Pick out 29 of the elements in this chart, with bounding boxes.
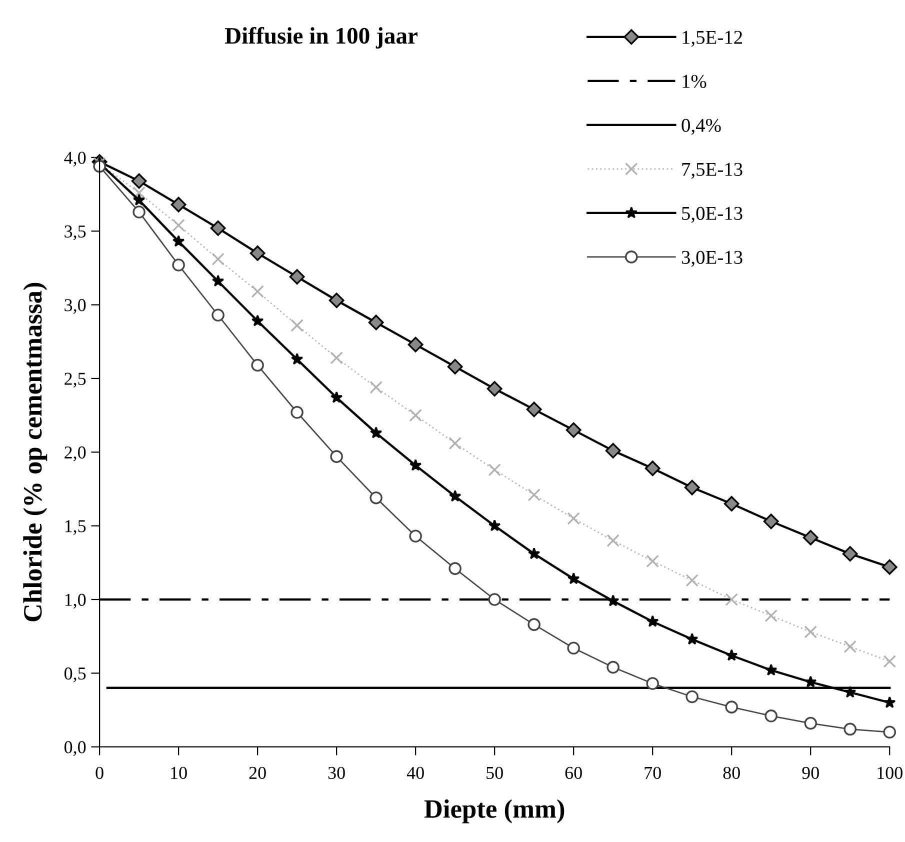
- y-tick-label: 4,0: [64, 152, 86, 166]
- x-tick-label: 70: [644, 766, 661, 780]
- x-tick-label: 80: [723, 766, 740, 780]
- x-tick-label: 40: [406, 766, 424, 780]
- y-tick-label: 2,5: [64, 372, 86, 388]
- y-tick-label: 2,0: [64, 446, 86, 462]
- y-tick-label: 3,0: [64, 299, 86, 314]
- x-tick-label: 90: [802, 766, 819, 780]
- legend-label: 3,0E-13: [682, 250, 742, 267]
- x-tick-label: 100: [878, 766, 902, 780]
- x-tick-label: 0: [96, 766, 104, 780]
- y-tick-label: 0,5: [64, 667, 86, 682]
- y-tick-label: 3,5: [64, 225, 86, 240]
- x-axis-title: Diepte (mm): [424, 799, 564, 824]
- x-tick-label: 50: [486, 766, 503, 780]
- y-axis-title: Chloride (% op cementmassa): [23, 282, 48, 622]
- legend-label: 1,5E-12: [682, 30, 742, 47]
- y-tick-label: 1,0: [65, 594, 86, 609]
- x-tick-label: 20: [249, 766, 266, 780]
- y-tick-label: 1,5: [65, 520, 86, 535]
- legend-label: 1%: [682, 74, 706, 88]
- chart-title: Diffusie in 100 jaar: [224, 26, 418, 49]
- y-tick-label: 0,0: [64, 741, 86, 756]
- x-tick-label: 10: [171, 766, 187, 780]
- x-tick-label: 60: [565, 766, 582, 780]
- x-tick-label: 30: [328, 766, 345, 780]
- legend-label: 0,4%: [682, 118, 721, 135]
- legend-label: 5,0E-13: [682, 206, 742, 223]
- legend-label: 7,5E-13: [682, 162, 742, 179]
